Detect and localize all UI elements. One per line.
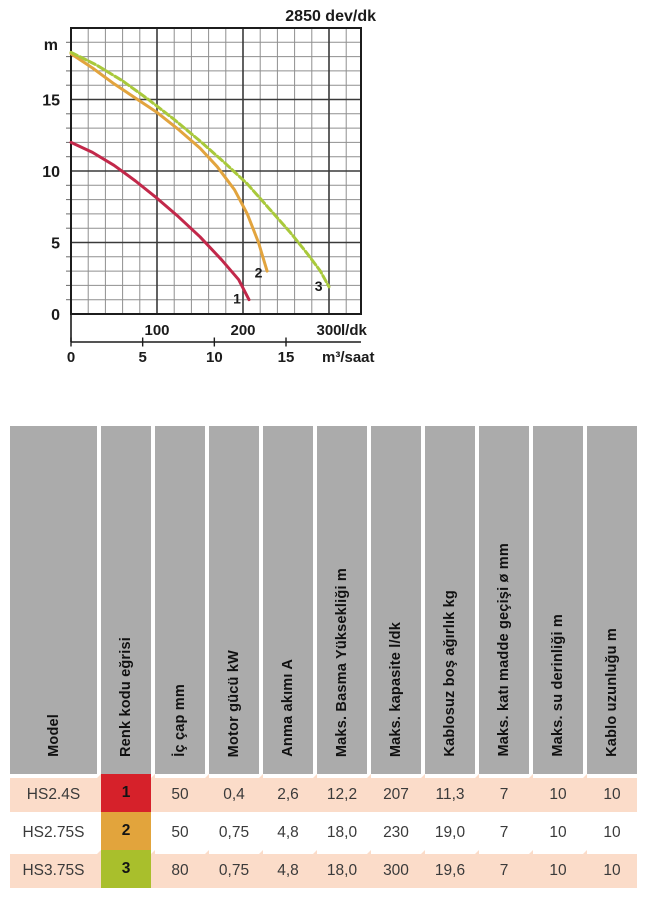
value-cell: 11,3 xyxy=(425,774,479,812)
pump-curve-1 xyxy=(69,140,251,302)
column-header-3: Motor gücü kW xyxy=(209,426,263,774)
column-header-label: Model xyxy=(45,714,62,757)
value-cell: 7 xyxy=(479,850,533,888)
x-axis-m3saat-unit-label: m³/saat xyxy=(322,349,375,366)
column-header-label: Kablo uzunluğu m xyxy=(604,628,620,757)
x-axis-ldk-tick-label: 300 xyxy=(316,322,341,339)
y-axis-tick-label: 5 xyxy=(51,236,60,253)
column-header-label: Maks. kapasite l/dk xyxy=(388,621,404,757)
curve-code-swatch: 2 xyxy=(101,812,151,850)
pump-curve-chart-svg: 2850 dev/dk m 15 10 5 0 100 200 300 l/dk 0 5 10 15 m³/… xyxy=(42,8,376,366)
value-cell: 10 xyxy=(587,850,637,888)
x-axis-ldk-tick-label: 200 xyxy=(230,322,255,339)
value-cell: 10 xyxy=(533,774,587,812)
model-cell: HS2.75S xyxy=(10,812,101,850)
y-axis-tick-label: 0 xyxy=(51,307,60,324)
table-row-HS2.75S: HS2.75S 2 50 0,75 4,8 18,0 230 19,0 7 10 10 xyxy=(10,812,637,850)
column-header-label: Maks. katı madde geçişi ø mm xyxy=(496,543,512,757)
chart-title: 2850 dev/dk xyxy=(285,8,376,25)
value-cell: 207 xyxy=(371,774,425,812)
column-header-label: Motor gücü kW xyxy=(226,649,242,757)
y-axis-tick-label: 15 xyxy=(42,93,60,110)
curve-number-label: 1 xyxy=(233,290,241,306)
column-header-9: Maks. su derinliği m xyxy=(533,426,587,774)
value-cell: 19,6 xyxy=(425,850,479,888)
value-cell: 10 xyxy=(533,812,587,850)
value-cell: 18,0 xyxy=(317,850,371,888)
spec-table-wrap: Model Renk kodu eğrisi İç çap mm Motor gücü… xyxy=(10,426,637,888)
model-cell: HS2.4S xyxy=(10,774,101,812)
curve-number-label: 3 xyxy=(315,278,323,294)
value-cell: 230 xyxy=(371,812,425,850)
curve-color-swatch-cell: 2 xyxy=(101,812,155,850)
column-header-6: Maks. kapasite l/dk xyxy=(371,426,425,774)
value-cell: 50 xyxy=(155,774,209,812)
column-header-label: Maks. su derinliği m xyxy=(550,614,566,757)
value-cell: 12,2 xyxy=(317,774,371,812)
column-header-7: Kablosuz boş ağırlık kg xyxy=(425,426,479,774)
value-cell: 10 xyxy=(533,850,587,888)
y-axis-unit-label: m xyxy=(44,37,58,54)
value-cell: 18,0 xyxy=(317,812,371,850)
table-row-HS2.4S: HS2.4S 1 50 0,4 2,6 12,2 207 11,3 7 10 10 xyxy=(10,774,637,812)
column-header-label: Maks. Basma Yüksekliği m xyxy=(334,567,350,757)
value-cell: 0,4 xyxy=(209,774,263,812)
value-cell: 7 xyxy=(479,812,533,850)
value-cell: 0,75 xyxy=(209,812,263,850)
value-cell: 80 xyxy=(155,850,209,888)
column-header-0: Model xyxy=(10,426,101,774)
header-row: Model Renk kodu eğrisi İç çap mm Motor gücü… xyxy=(10,426,637,774)
column-header-2: İç çap mm xyxy=(155,426,209,774)
column-header-4: Anma akımı A xyxy=(263,426,317,774)
curve-color-swatch-cell: 3 xyxy=(101,850,155,888)
column-header-label: Renk kodu eğrisi xyxy=(118,636,134,757)
value-cell: 2,6 xyxy=(263,774,317,812)
pump-curve-3 xyxy=(69,50,331,289)
column-header-label: İç çap mm xyxy=(172,684,188,757)
value-cell: 300 xyxy=(371,850,425,888)
pump-curve-2 xyxy=(69,52,269,273)
column-header-5: Maks. Basma Yüksekliği m xyxy=(317,426,371,774)
curve-code-swatch: 1 xyxy=(101,774,151,812)
x-axis-ldk-unit-label: l/dk xyxy=(341,322,367,339)
curve-number-label: 2 xyxy=(255,265,263,281)
column-header-8: Maks. katı madde geçişi ø mm xyxy=(479,426,533,774)
spec-table: Model Renk kodu eğrisi İç çap mm Motor gücü… xyxy=(10,426,637,888)
column-header-10: Kablo uzunluğu m xyxy=(587,426,637,774)
column-header-label: Kablosuz boş ağırlık kg xyxy=(442,590,458,757)
x-axis-m3saat-tick-label: 0 xyxy=(67,349,75,366)
curve-code-swatch: 3 xyxy=(101,850,151,888)
column-header-1: Renk kodu eğrisi xyxy=(101,426,155,774)
value-cell: 10 xyxy=(587,774,637,812)
y-axis-tick-label: 10 xyxy=(42,164,60,181)
table-row-HS3.75S: HS3.75S 3 80 0,75 4,8 18,0 300 19,6 7 10 10 xyxy=(10,850,637,888)
x-axis-m3saat-tick-label: 5 xyxy=(138,349,146,366)
value-cell: 4,8 xyxy=(263,850,317,888)
model-cell: HS3.75S xyxy=(10,850,101,888)
x-axis-m3saat-tick-label: 10 xyxy=(206,349,223,366)
value-cell: 7 xyxy=(479,774,533,812)
x-axis-ldk-tick-label: 100 xyxy=(144,322,169,339)
x-axis-m3saat-tick-label: 15 xyxy=(278,349,295,366)
column-header-label: Anma akımı A xyxy=(280,659,296,757)
curve-color-swatch-cell: 1 xyxy=(101,774,155,812)
pump-curve-chart: 2850 dev/dk m 15 10 5 0 100 200 300 l/dk 0 5 10 15 m³/… xyxy=(4,2,398,376)
value-cell: 4,8 xyxy=(263,812,317,850)
value-cell: 10 xyxy=(587,812,637,850)
value-cell: 50 xyxy=(155,812,209,850)
value-cell: 0,75 xyxy=(209,850,263,888)
value-cell: 19,0 xyxy=(425,812,479,850)
plot-frame xyxy=(70,27,362,315)
